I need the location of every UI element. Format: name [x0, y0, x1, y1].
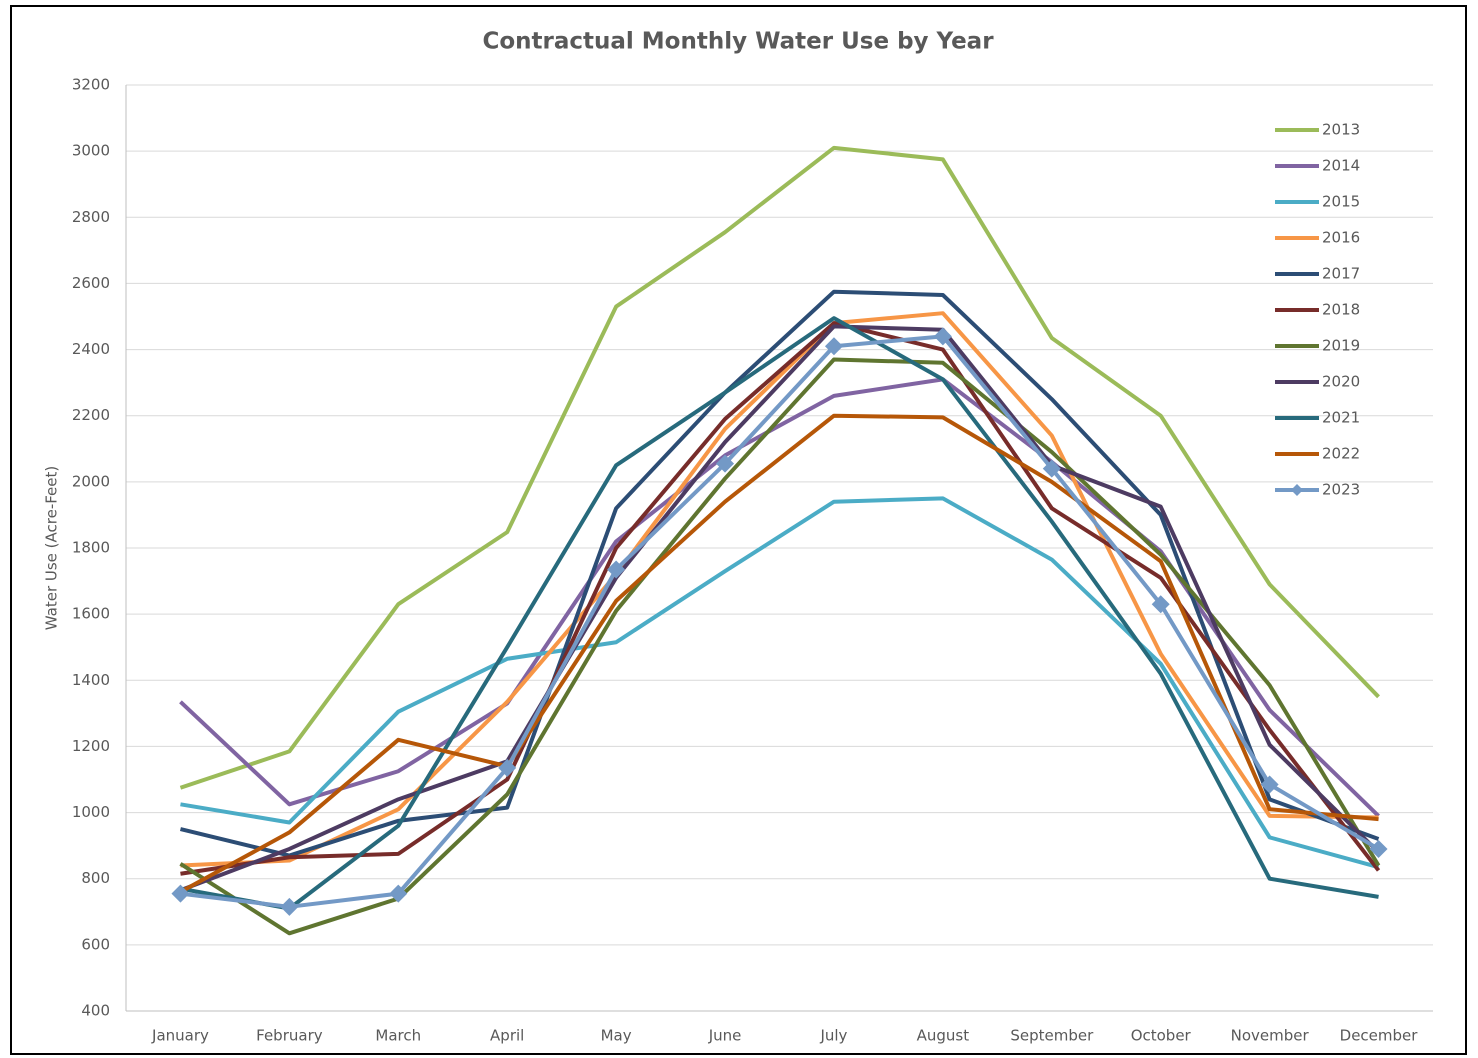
data-point [824, 337, 843, 356]
y-tick-label: 400 [81, 1002, 110, 1020]
y-tick-label: 800 [81, 869, 110, 887]
x-tick-label: March [375, 1027, 421, 1045]
series-line [179, 324, 1380, 893]
legend-label: 2018 [1322, 301, 1360, 319]
data-point [1151, 595, 1170, 614]
x-tick-label: May [601, 1027, 632, 1045]
y-axis-label: Water Use (Acre-Feet) [43, 466, 61, 630]
data-point [933, 327, 952, 346]
series-line [179, 145, 1380, 790]
data-point [1369, 839, 1388, 858]
series-line [180, 334, 1380, 909]
y-tick-label: 600 [81, 935, 110, 953]
x-tick-label: July [819, 1027, 847, 1045]
y-tick-label: 1400 [72, 671, 110, 689]
y-tick-label: 2200 [72, 406, 110, 424]
y-tick-label: 1600 [72, 605, 110, 623]
data-point [1042, 459, 1061, 478]
data-point [498, 758, 517, 777]
x-tick-label: August [917, 1027, 970, 1045]
series-line [179, 413, 1379, 894]
x-tick-label: December [1340, 1027, 1419, 1045]
data-point [607, 560, 626, 579]
series-line [180, 316, 1379, 911]
y-tick-label: 2000 [72, 472, 110, 490]
x-tick-label: September [1010, 1027, 1094, 1045]
data-point [1260, 775, 1279, 794]
y-tick-label: 2800 [72, 208, 110, 226]
legend-label: 2023 [1322, 481, 1360, 499]
x-tick-label: February [256, 1027, 323, 1045]
data-point [280, 897, 299, 916]
legend-label: 2015 [1322, 193, 1360, 211]
y-tick-label: 3200 [72, 76, 110, 94]
series-line [180, 496, 1380, 870]
legend-label: 2020 [1322, 373, 1360, 391]
y-tick-label: 1000 [72, 803, 110, 821]
legend-label: 2014 [1322, 157, 1360, 175]
chart-frame [10, 5, 1467, 1055]
data-point [389, 884, 408, 903]
x-tick-label: April [490, 1027, 524, 1045]
legend-label: 2019 [1322, 337, 1360, 355]
chart-title: Contractual Monthly Water Use by Year [482, 29, 994, 55]
y-tick-label: 1200 [72, 737, 110, 755]
legend-label: 2013 [1322, 121, 1360, 139]
y-tick-label: 2600 [72, 274, 110, 292]
legend-label: 2017 [1322, 265, 1360, 283]
series-line [180, 311, 1379, 868]
y-tick-label: 1800 [72, 539, 110, 557]
series-line [179, 357, 1381, 936]
x-tick-label: January [151, 1027, 209, 1045]
y-tick-label: 2400 [72, 340, 110, 358]
x-tick-label: June [708, 1027, 742, 1045]
data-point [716, 454, 735, 473]
legend-marker [1291, 484, 1303, 496]
x-tick-label: October [1131, 1027, 1192, 1045]
legend-label: 2022 [1322, 445, 1360, 463]
y-tick-label: 3000 [72, 142, 110, 160]
legend-label: 2021 [1322, 409, 1360, 427]
data-point [171, 884, 190, 903]
x-tick-label: November [1231, 1027, 1310, 1045]
series-line [179, 289, 1380, 858]
legend-label: 2016 [1322, 229, 1360, 247]
